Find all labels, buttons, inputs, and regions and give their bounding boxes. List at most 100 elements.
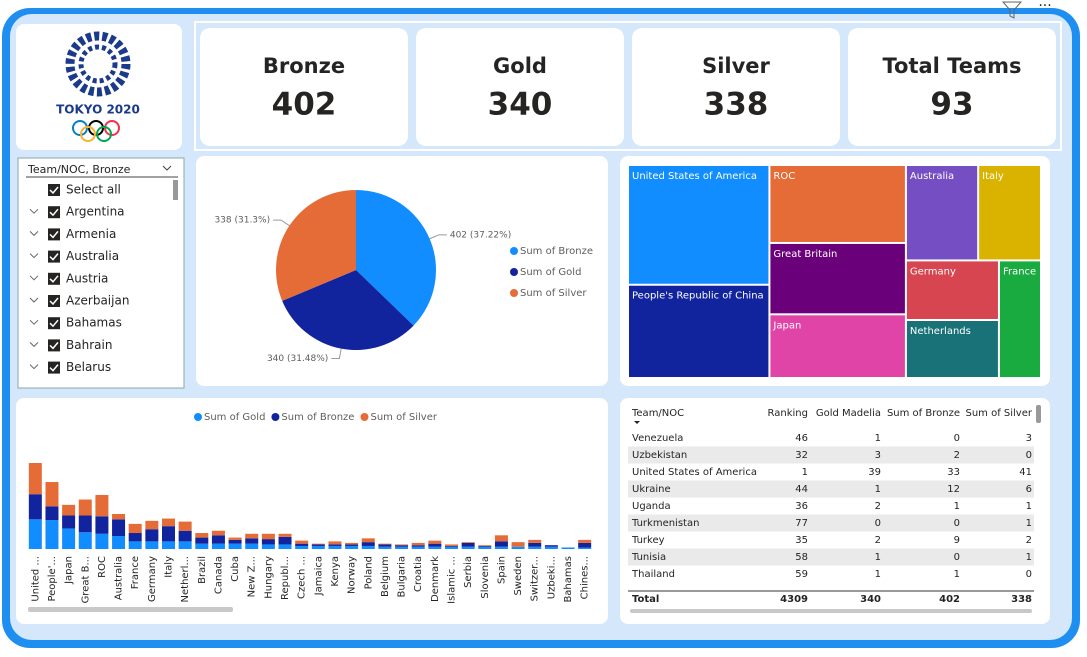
- column-header[interactable]: Gold Madelia: [816, 408, 881, 419]
- bar-segment: [162, 541, 175, 549]
- table-cell: 39: [868, 467, 881, 478]
- logo-card: [16, 24, 182, 150]
- expand-chevron[interactable]: [29, 275, 39, 281]
- expand-chevron[interactable]: [29, 319, 39, 325]
- table-cell: 3: [875, 450, 881, 461]
- slicer-item[interactable]: Austria: [66, 271, 108, 285]
- treemap-tile: [770, 166, 905, 242]
- table-cell: 2: [875, 501, 881, 512]
- kpi-label: Total Teams: [882, 54, 1021, 78]
- treemap-tile: [629, 285, 769, 377]
- x-tick-label: Sweden: [513, 556, 524, 596]
- tile-label: Japan: [772, 320, 801, 331]
- bar-segment: [245, 538, 259, 544]
- scrollbar[interactable]: [1036, 405, 1041, 423]
- pie-slice: [356, 190, 436, 326]
- table-total: 338: [1011, 594, 1032, 605]
- table-cell: 1: [1026, 501, 1032, 512]
- tile-label: United States of America: [632, 171, 757, 182]
- expand-chevron[interactable]: [29, 253, 39, 259]
- tile-label: Netherlands: [910, 326, 971, 337]
- checkbox[interactable]: [48, 250, 60, 263]
- bar-segment: [544, 545, 558, 547]
- legend-marker: [360, 413, 369, 421]
- expand-chevron[interactable]: [29, 208, 39, 214]
- treemap-tile: [906, 261, 998, 320]
- bar-segment: [428, 543, 442, 547]
- scrollbar[interactable]: [28, 607, 233, 612]
- bar-segment: [128, 533, 142, 542]
- x-tick-label: Uzbeki...: [546, 556, 557, 599]
- column-header[interactable]: Ranking: [768, 408, 808, 419]
- table-cell: 1: [875, 484, 881, 495]
- column-header[interactable]: Sum of Silver: [965, 408, 1032, 419]
- bar-segment: [311, 543, 325, 545]
- legend-marker: [510, 289, 518, 297]
- bar-segment: [245, 533, 259, 539]
- data-label: 402 (37.22%): [450, 230, 511, 240]
- expand-chevron[interactable]: [29, 297, 39, 303]
- check: [49, 230, 59, 239]
- leader-line: [273, 219, 290, 227]
- x-tick-label: United ...: [30, 556, 41, 602]
- slicer-item[interactable]: Armenia: [66, 227, 116, 241]
- x-tick-label: Denmark: [430, 556, 441, 602]
- x-tick-label: Jamaica: [313, 556, 324, 596]
- checkbox[interactable]: [48, 272, 60, 285]
- x-tick-label: Spain: [496, 556, 507, 584]
- bar-segment: [528, 539, 542, 543]
- table-cell: 1: [954, 569, 960, 580]
- dropdown-chevron[interactable]: [162, 165, 172, 171]
- slicer-item[interactable]: Argentina: [66, 205, 125, 219]
- slicer: [17, 157, 185, 389]
- slicer-item[interactable]: Bahamas: [66, 316, 122, 330]
- column-header[interactable]: Sum of Bronze: [887, 408, 960, 419]
- slicer-item[interactable]: Belarus: [66, 360, 111, 374]
- bar-segment: [78, 515, 92, 533]
- treemap-tile: [770, 315, 905, 377]
- treemap-tile: [979, 166, 1040, 260]
- data-label: 338 (31.3%): [214, 216, 270, 226]
- bar-segment: [361, 545, 375, 549]
- table-cell: Ukraine: [632, 484, 671, 495]
- bar-segment: [494, 546, 508, 549]
- bar-segment: [411, 542, 425, 546]
- checkbox[interactable]: [48, 295, 60, 307]
- checkbox[interactable]: [48, 184, 60, 196]
- checkbox[interactable]: [48, 361, 60, 374]
- check: [49, 297, 59, 306]
- bar-segment: [45, 506, 59, 521]
- column-header[interactable]: Team/NOC: [631, 408, 684, 419]
- tile-label: Germany: [910, 266, 956, 277]
- slicer-item[interactable]: Select all: [66, 183, 121, 197]
- h-scrollbar[interactable]: [630, 609, 1032, 613]
- bar-segment: [328, 545, 342, 549]
- table-cell: Turkey: [631, 535, 665, 546]
- x-tick-label: Hungary: [263, 556, 274, 599]
- slicer-item[interactable]: Bahrain: [66, 338, 112, 352]
- expand-chevron[interactable]: [29, 364, 39, 370]
- slicer-item[interactable]: Azerbaijan: [66, 294, 129, 308]
- x-tick-label: Cuba: [230, 556, 241, 582]
- toolbar[interactable]: ···: [1001, 0, 1052, 19]
- x-tick-label: Republ...: [280, 556, 291, 600]
- checkbox[interactable]: [48, 206, 60, 219]
- bar-segment: [28, 494, 42, 520]
- bar-segment: [112, 536, 126, 549]
- expand-chevron[interactable]: [29, 231, 39, 237]
- tile-label: Australia: [910, 171, 954, 182]
- checkbox[interactable]: [48, 228, 60, 241]
- table-cell: 46: [795, 433, 808, 444]
- bar-segment: [162, 518, 175, 527]
- x-tick-label: Serbia: [463, 556, 474, 588]
- table-total: 340: [860, 594, 881, 605]
- bar-segment: [112, 519, 126, 537]
- svg-text:···: ···: [1038, 0, 1051, 14]
- slicer-item[interactable]: Australia: [66, 249, 119, 263]
- checkbox[interactable]: [48, 317, 60, 330]
- expand-chevron[interactable]: [29, 342, 39, 348]
- checkbox[interactable]: [48, 339, 60, 352]
- row-band: [628, 480, 1034, 498]
- x-tick-label: Belgium: [380, 556, 391, 597]
